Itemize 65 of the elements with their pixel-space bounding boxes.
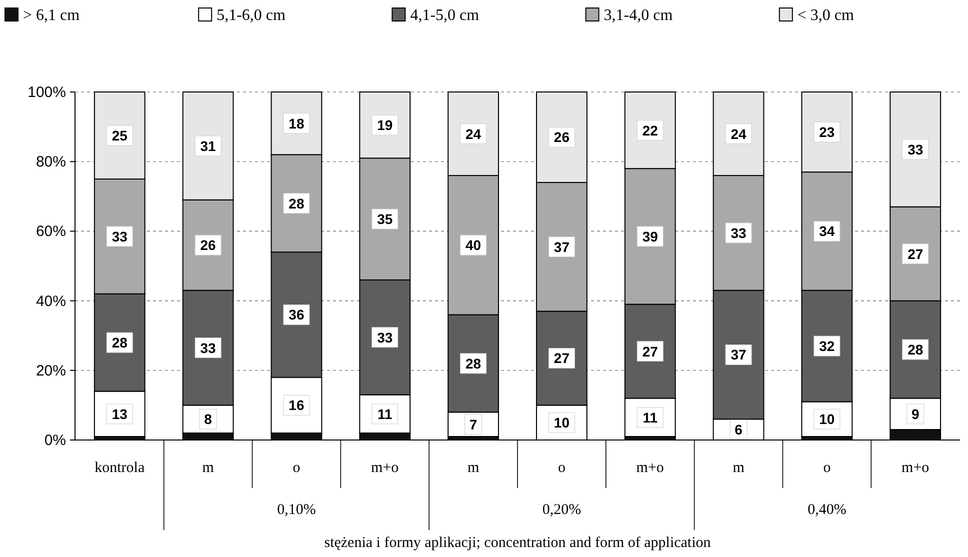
y-tick-label: 80% xyxy=(36,154,66,171)
data-label: 9 xyxy=(911,406,920,422)
data-label: 28 xyxy=(466,355,482,372)
data-label: 23 xyxy=(819,124,835,140)
data-label: 10 xyxy=(554,414,570,431)
x-tick-label: m xyxy=(732,460,745,476)
data-label: 28 xyxy=(112,334,128,351)
data-label: 10 xyxy=(819,411,835,428)
data-label: 34 xyxy=(819,223,835,240)
data-label: 31 xyxy=(200,138,216,154)
x-tick-label: m+o xyxy=(636,460,664,476)
legend-label: > 6,1 cm xyxy=(23,7,80,24)
data-label: 11 xyxy=(642,409,658,426)
data-label: 27 xyxy=(908,246,924,262)
data-label: 26 xyxy=(200,237,216,254)
data-label: 26 xyxy=(554,129,570,146)
data-label: 27 xyxy=(554,350,570,366)
x-tick-label: m xyxy=(467,460,480,476)
data-label: 18 xyxy=(288,115,304,132)
data-label: 8 xyxy=(204,411,212,428)
data-label: 33 xyxy=(908,141,924,158)
x-tick-label: m+o xyxy=(371,460,399,476)
x-tick-label: o xyxy=(558,460,566,476)
data-label: 22 xyxy=(642,122,658,138)
y-tick-label: 40% xyxy=(36,292,66,310)
text: 0,40% xyxy=(808,502,846,518)
data-label: 33 xyxy=(730,224,747,241)
data-label: 39 xyxy=(642,228,658,244)
y-tick-label: 20% xyxy=(36,362,66,380)
y-tick-label: 0% xyxy=(44,432,66,449)
data-label: 16 xyxy=(288,397,304,414)
data-label: 24 xyxy=(730,126,747,142)
data-label: 28 xyxy=(908,342,924,358)
legend-label: 5,1-6,0 cm xyxy=(216,7,286,24)
data-label: 6 xyxy=(734,422,743,438)
y-tick-label: 100% xyxy=(28,84,66,101)
data-label: 36 xyxy=(288,306,304,323)
data-label: 11 xyxy=(377,406,392,422)
data-label: 33 xyxy=(200,340,216,356)
legend-label: < 3,0 cm xyxy=(797,7,855,24)
data-label: 40 xyxy=(466,237,482,254)
text: 0,10% xyxy=(277,502,316,518)
x-tick-label: o xyxy=(292,460,300,476)
y-tick-label: 60% xyxy=(36,223,66,240)
data-label: 37 xyxy=(554,238,570,255)
legend-label: 4,1-5,0 cm xyxy=(410,7,480,24)
x-tick-label: m+o xyxy=(902,460,930,476)
data-label: 33 xyxy=(377,329,393,346)
x-tick-label: kontrola xyxy=(94,460,145,476)
data-label: 13 xyxy=(112,406,128,422)
data-label: 7 xyxy=(469,416,478,432)
data-label: 27 xyxy=(642,343,658,360)
data-label: 25 xyxy=(112,128,128,144)
data-label: 24 xyxy=(466,126,482,142)
data-label: 37 xyxy=(730,346,747,363)
x-axis-title: stężenia i formy aplikacji; concentration and form of application xyxy=(324,535,712,551)
data-label: 28 xyxy=(288,195,304,212)
legend-label: 3,1-4,0 cm xyxy=(604,7,674,24)
x-tick-label: o xyxy=(823,460,831,476)
data-label: 19 xyxy=(377,117,393,134)
text: 0,20% xyxy=(542,502,582,518)
data-label: 35 xyxy=(377,211,393,228)
x-tick-label: m xyxy=(202,460,214,476)
data-label: 33 xyxy=(112,228,128,244)
data-label: 32 xyxy=(819,338,835,354)
